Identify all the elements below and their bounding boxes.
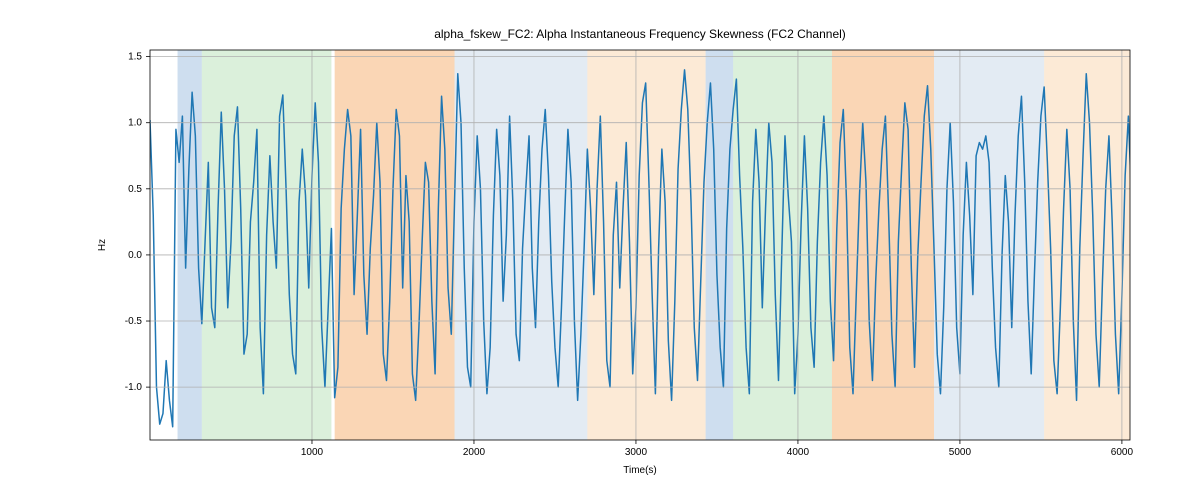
ytick-label: -0.5	[125, 316, 143, 327]
band-region	[934, 50, 1044, 440]
band-region	[706, 50, 734, 440]
xtick-label: 6000	[1111, 447, 1134, 458]
xtick-label: 4000	[787, 447, 810, 458]
ytick-label: 0.5	[128, 184, 142, 195]
chart-title: alpha_fskew_FC2: Alpha Instantaneous Fre…	[434, 27, 846, 41]
xtick-label: 3000	[625, 447, 648, 458]
y-axis-label: Hz	[97, 239, 108, 251]
band-region	[455, 50, 588, 440]
ytick-label: 1.5	[128, 52, 142, 63]
xtick-label: 5000	[949, 447, 972, 458]
xtick-label: 1000	[301, 447, 324, 458]
xtick-label: 2000	[463, 447, 486, 458]
x-axis-label: Time(s)	[623, 465, 657, 476]
ytick-label: -1.0	[125, 382, 143, 393]
line-chart: 1000 2000 3000 4000 5000 6000 -1.0 -0.5 0.0 0.5 1.…	[0, 0, 1200, 500]
ytick-label: 1.0	[128, 118, 142, 129]
ytick-label: 0.0	[128, 250, 142, 261]
chart-container: 1000 2000 3000 4000 5000 6000 -1.0 -0.5 0.0 0.5 1.…	[0, 0, 1200, 500]
